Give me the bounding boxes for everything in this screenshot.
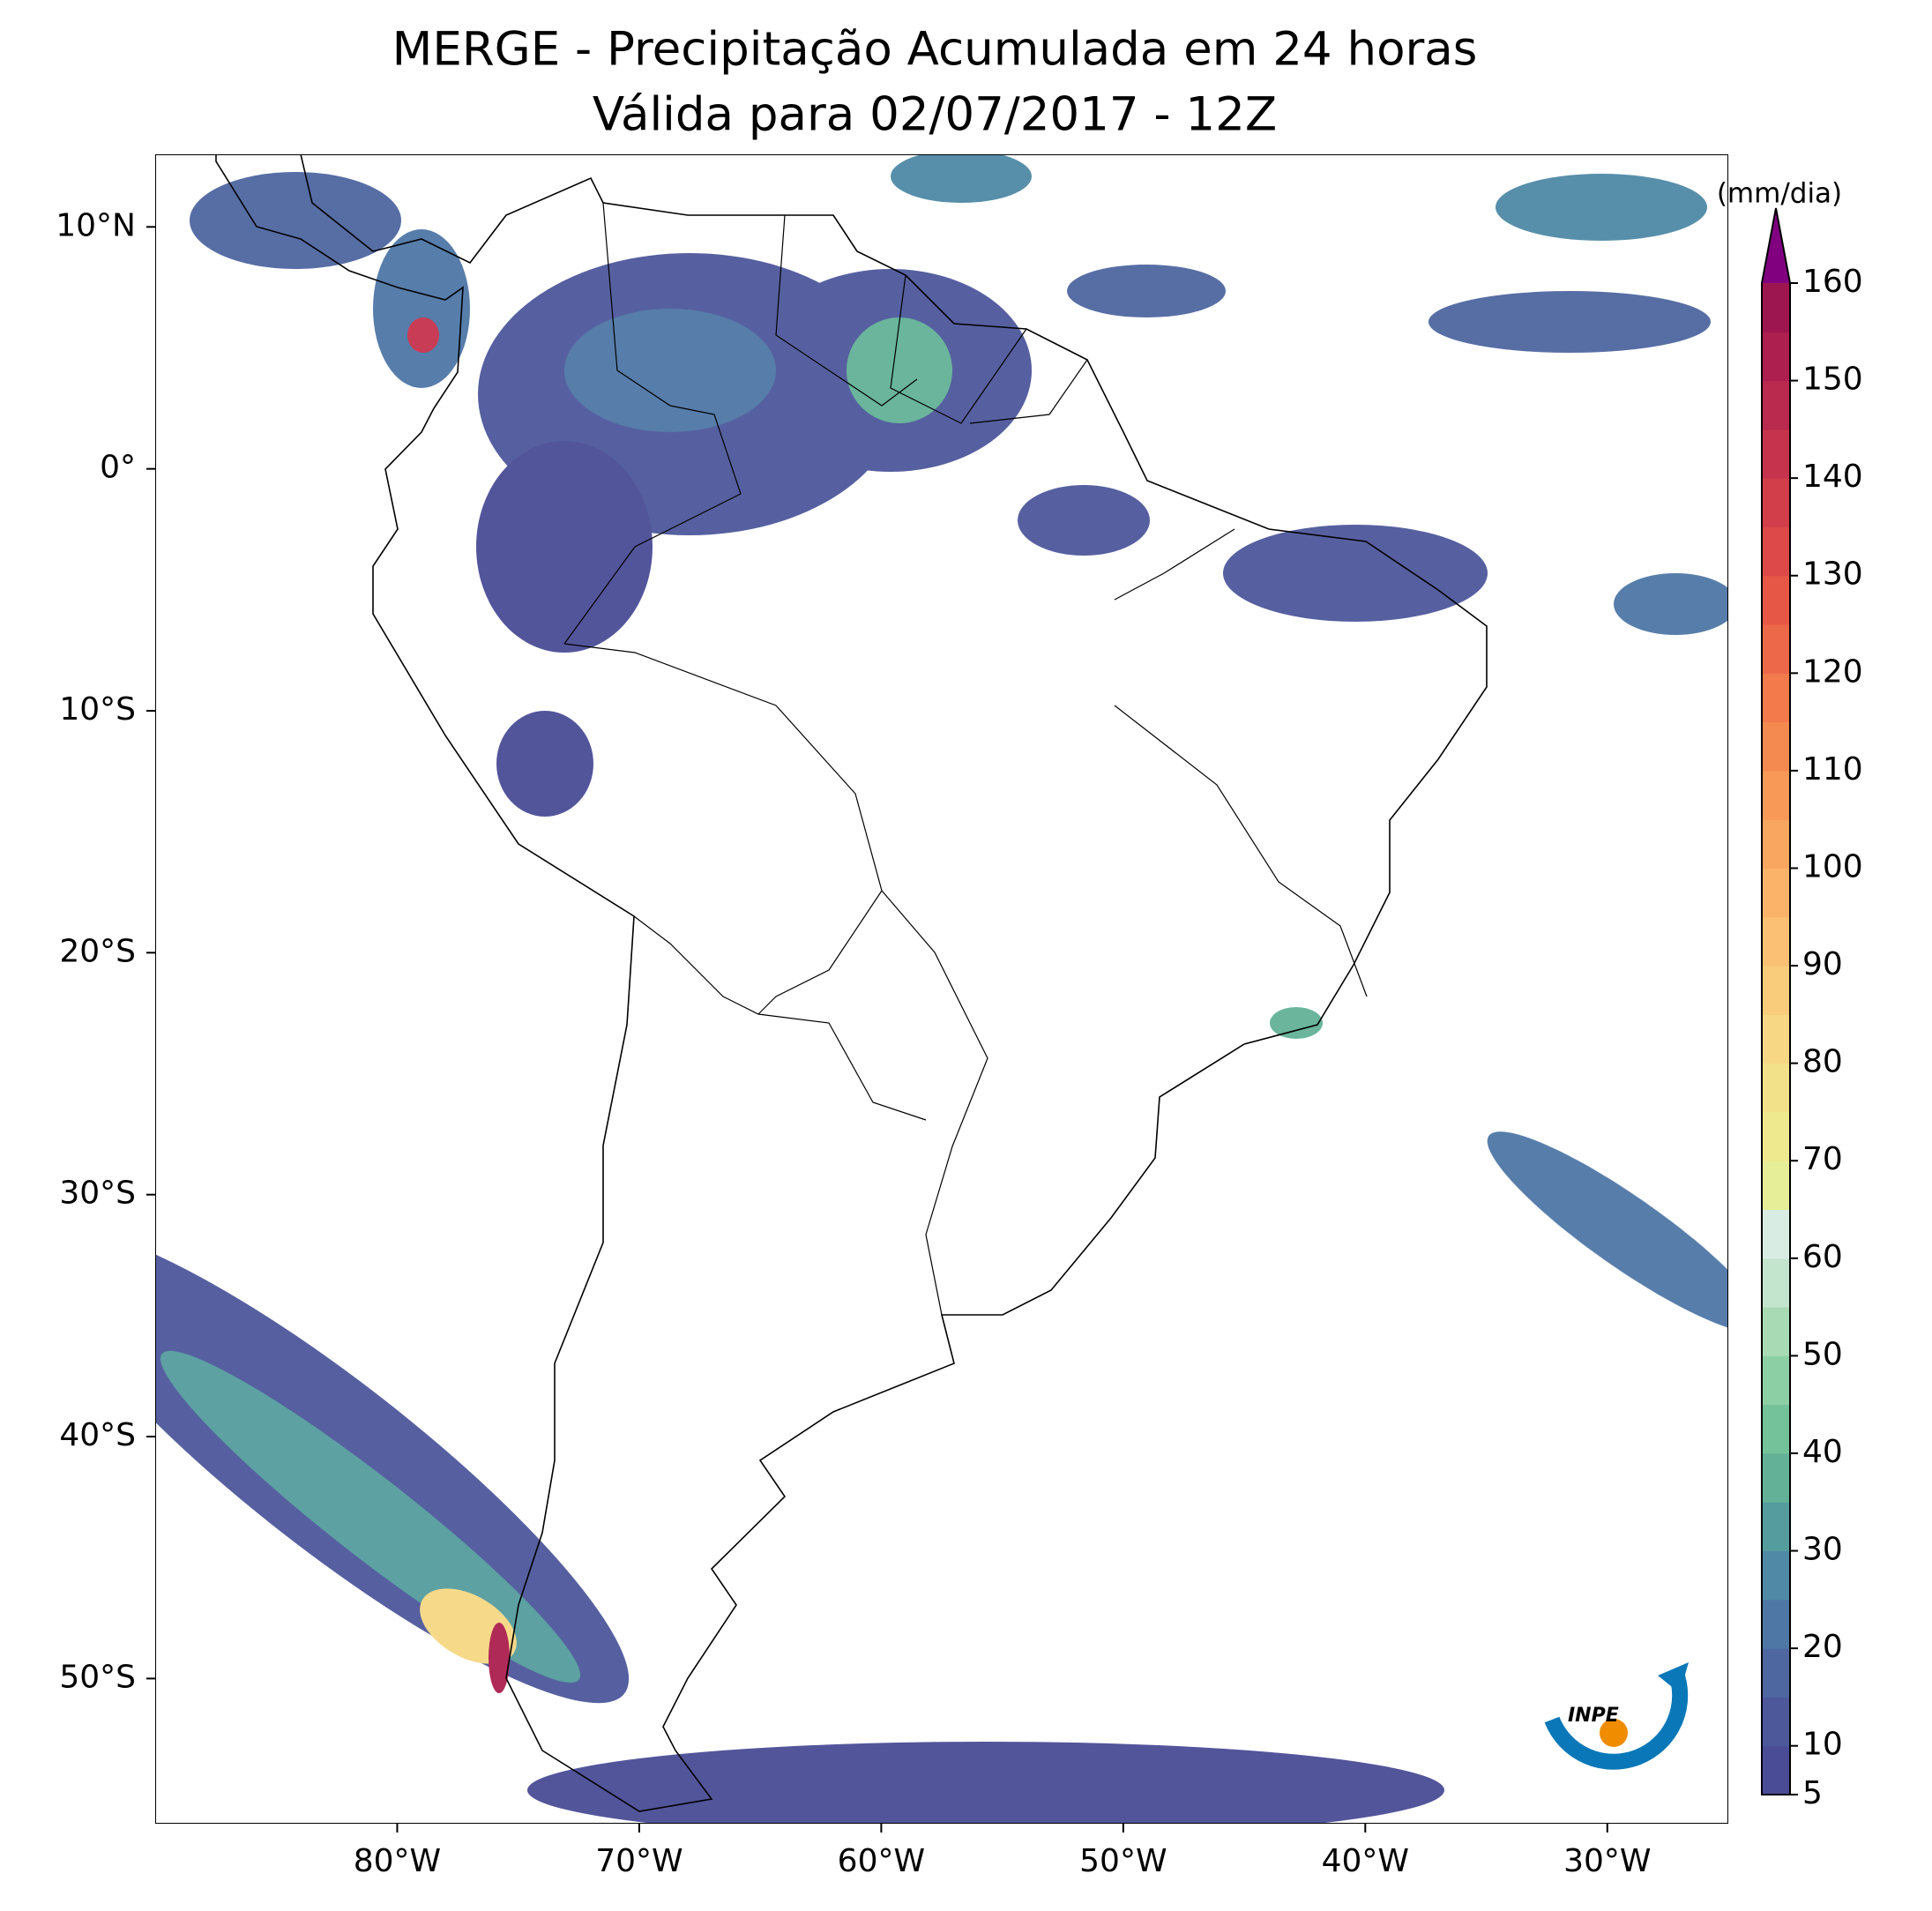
colorbar-band — [1762, 1063, 1790, 1113]
colorbar-band — [1762, 1161, 1790, 1211]
colorbar-frame — [1761, 207, 1791, 1795]
y-tick-label: 20°S — [59, 933, 136, 969]
colorbar-tick-label: 20 — [1802, 1629, 1843, 1665]
y-tick-label: 0° — [100, 450, 136, 486]
colorbar-band — [1762, 673, 1790, 723]
colorbar-extend — [1762, 208, 1790, 283]
colorbar-tick-label: 30 — [1802, 1532, 1843, 1568]
colorbar-band — [1762, 1550, 1790, 1601]
y-tick-label: 30°S — [59, 1176, 136, 1212]
colorbar-band — [1762, 283, 1790, 332]
colorbar-band — [1762, 1502, 1790, 1552]
colorbar-tick-label: 90 — [1802, 946, 1843, 982]
colorbar-tick-label: 50 — [1802, 1336, 1843, 1372]
colorbar-tick-label: 140 — [1802, 459, 1863, 495]
colorbar-tick-label: 100 — [1802, 848, 1863, 885]
axes: 80°W 70°W 60°W 50°W 40°W 30°W 10°N 0° 10°S 20°S 30… — [56, 178, 1862, 1880]
colorbar-tick-label: 40 — [1802, 1434, 1843, 1470]
borders — [563, 202, 1368, 1316]
precipitation — [155, 154, 1728, 1824]
colorbar-band — [1762, 916, 1790, 967]
x-tick-label: 50°W — [1079, 1843, 1167, 1879]
colorbar-band — [1762, 1209, 1790, 1259]
colorbar-band — [1762, 478, 1790, 527]
colorbar-band — [1762, 429, 1790, 479]
colorbar-band — [1762, 721, 1790, 772]
colorbar-band — [1762, 1111, 1790, 1161]
colorbar-band — [1762, 1599, 1790, 1649]
coastline — [215, 154, 1488, 1812]
colorbar-band — [1762, 1452, 1790, 1503]
colorbar-band — [1762, 966, 1790, 1015]
colorbar-band — [1762, 380, 1790, 430]
title: MERGE - Precipitação Acumulada em 24 hor… — [392, 23, 1478, 77]
colorbar-band — [1762, 1258, 1790, 1308]
colorbar-band — [1762, 1307, 1790, 1356]
colorbar-band — [1762, 1014, 1790, 1064]
colorbar-band — [1762, 770, 1790, 820]
y-tick-label: 50°S — [59, 1659, 136, 1695]
colorbar-band — [1762, 819, 1790, 869]
y-tick-label: 10°S — [59, 691, 136, 728]
colorbar-band — [1762, 1697, 1790, 1747]
colorbar-label: (mm/dia) — [1717, 178, 1842, 210]
colorbar-band — [1762, 526, 1790, 577]
x-tick-label: 30°W — [1563, 1843, 1651, 1879]
colorbar-tick-label: 80 — [1802, 1044, 1843, 1080]
colorbar-tick-label: 150 — [1802, 362, 1863, 398]
colorbar-tick-label: 60 — [1802, 1239, 1843, 1275]
x-tick-label: 40°W — [1322, 1843, 1409, 1879]
colorbar-tick-label: 130 — [1802, 556, 1863, 593]
logo: INPE — [1544, 1662, 1689, 1770]
colorbar-tick-label: 160 — [1802, 264, 1863, 300]
colorbar-tick-label: 120 — [1802, 653, 1863, 690]
colorbar-band — [1762, 624, 1790, 674]
x-tick-label: 60°W — [838, 1843, 925, 1879]
colorbar-tick-label: 70 — [1802, 1141, 1843, 1177]
subtitle: Válida para 02/07/2017 - 12Z — [593, 88, 1277, 142]
x-tick-label: 80°W — [354, 1843, 441, 1879]
logo-text: INPE — [1568, 1705, 1619, 1727]
map-area — [155, 154, 1728, 1824]
colorbar-tick-label: 10 — [1802, 1727, 1843, 1763]
x-tick-label: 70°W — [595, 1843, 683, 1879]
colorbar-tick-label: 5 — [1802, 1775, 1823, 1811]
colorbar-band — [1762, 575, 1790, 625]
colorbar-band — [1762, 1404, 1790, 1454]
colorbar-band — [1762, 1355, 1790, 1406]
y-tick-label: 40°S — [59, 1417, 136, 1453]
colorbar-band — [1762, 868, 1790, 918]
colorbar-band — [1762, 1745, 1790, 1795]
colorbar-band — [1762, 332, 1790, 382]
y-tick-label: 10°N — [56, 207, 136, 243]
colorbar-tick-label: 110 — [1802, 751, 1863, 788]
colorbar-band — [1762, 1648, 1790, 1698]
